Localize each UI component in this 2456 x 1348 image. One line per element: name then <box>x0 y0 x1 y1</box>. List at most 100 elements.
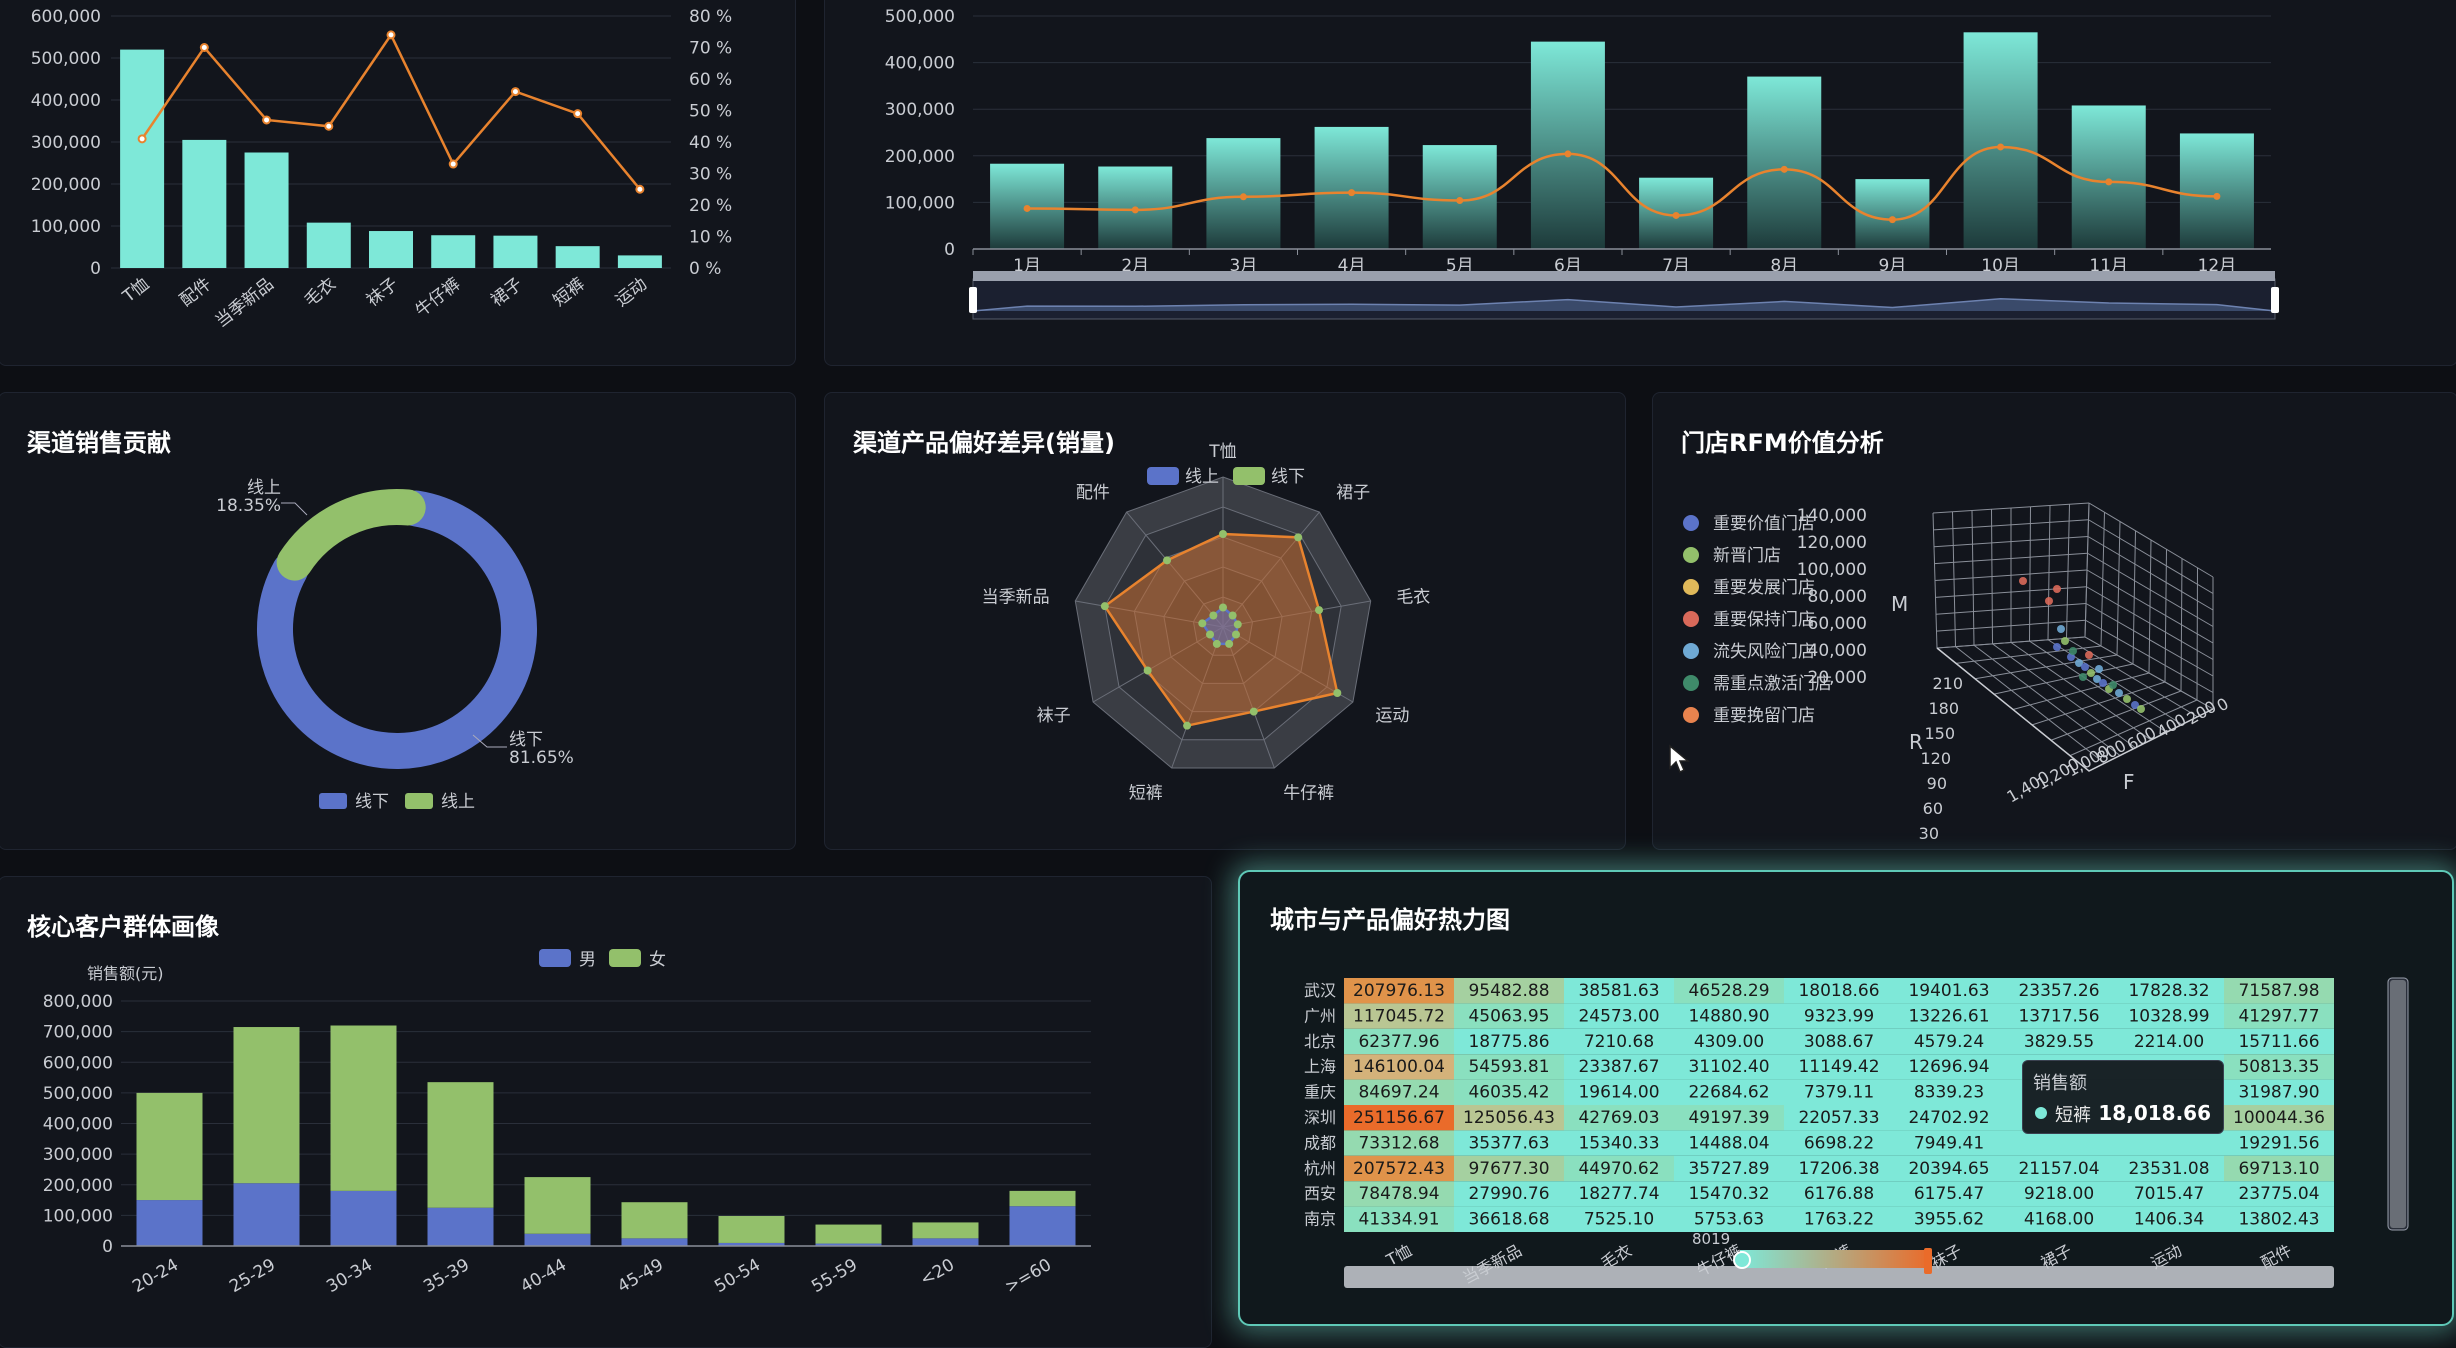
heatmap-cell-value: 18277.74 <box>1578 1184 1659 1204</box>
line-series <box>1027 145 2217 221</box>
heatmap-cell <box>1564 1206 1674 1232</box>
heatmap-cell-value: 3829.55 <box>2024 1032 2094 1052</box>
y-tick-label: 200,000 <box>43 1176 113 1196</box>
x-tick-label: 50-54 <box>711 1255 764 1297</box>
mouse-pointer-icon <box>1669 744 1690 774</box>
grid-line <box>1935 586 2087 598</box>
y-tick-label: 500,000 <box>31 49 101 69</box>
scatter-point <box>2087 669 2095 677</box>
heatmap-cell <box>1784 1003 1894 1029</box>
legend-label: 线下 <box>1271 467 1305 487</box>
panel-title: 渠道销售贡献 <box>27 429 171 457</box>
tooltip-series-name: 短裤 <box>2055 1105 2091 1126</box>
legend-swatch <box>1233 467 1265 485</box>
heatmap-cell <box>2224 1130 2334 1156</box>
legend-label: 流失风险门店 <box>1713 642 1815 662</box>
grid-line <box>2085 619 2214 693</box>
radar-point <box>1100 602 1109 611</box>
x-tick-label: 运动 <box>612 274 651 311</box>
heatmap-cell-value: 23531.08 <box>2128 1159 2209 1179</box>
radar-point <box>1315 606 1324 615</box>
heatmap-cell-value: 22684.62 <box>1688 1083 1769 1103</box>
legend-swatch <box>1683 643 1699 659</box>
donut-slice <box>257 490 537 769</box>
heatmap-cell-value: 8339.23 <box>1914 1083 1984 1103</box>
grid-line <box>2086 586 2214 660</box>
tooltip-value: 18,018.66 <box>2098 1101 2211 1125</box>
grid-line <box>2066 504 2070 639</box>
line-point <box>262 115 272 125</box>
heatmap-panel: 城市与产品偏好热力图 武汉 207976.13 95482.88 38581.63 46… <box>1238 870 2454 1326</box>
y2-tick-label: 60 % <box>689 70 732 90</box>
heatmap-cell-value: 27990.76 <box>1468 1184 1549 1204</box>
y-axis-label: 销售额(元) <box>87 964 164 983</box>
heatmap-cell-value: 41334.91 <box>1358 1210 1439 1230</box>
heatmap-cell <box>1784 1206 1894 1232</box>
heatmap-cell-value: 97677.30 <box>1468 1159 1549 1179</box>
radar-point <box>1231 630 1240 639</box>
legend-label: 新晋门店 <box>1713 546 1781 566</box>
visualmap-handle-right <box>1924 1248 1932 1274</box>
f-axis-label: F <box>2123 770 2135 794</box>
y-tick-label: 0 <box>944 240 955 260</box>
y-tick-label: 0 <box>102 1237 113 1257</box>
grid-line <box>2069 699 2198 757</box>
grid-line <box>2086 569 2214 644</box>
radar-indicator-label: 短裤 <box>1129 783 1163 803</box>
pareto-panel: 600,000 500,000 400,000 300,000 200,000 100,0… <box>0 0 796 366</box>
heatmap-cell-value: 9218.00 <box>2024 1184 2094 1204</box>
heatmap-cell <box>2224 1105 2334 1131</box>
heatmap-cell <box>1564 1181 1674 1207</box>
heatmap-cell <box>1344 1206 1454 1232</box>
radar-point <box>1294 533 1303 542</box>
y-tick-label: 800,000 <box>43 992 113 1012</box>
heatmap-cell-value: 14488.04 <box>1688 1133 1769 1153</box>
heatmap-cell <box>1674 1105 1784 1131</box>
x-tick-label: 25-29 <box>226 1255 279 1297</box>
heatmap-cell <box>1454 1003 1564 1029</box>
heatmap-cell <box>1674 1054 1784 1080</box>
heatmap-cell <box>2004 1206 2114 1232</box>
legend-label: 重要价值门店 <box>1713 514 1815 534</box>
y2-tick-label: 40 % <box>689 133 732 153</box>
heatmap-cell <box>2004 1155 2114 1182</box>
bar <box>306 222 351 268</box>
heatmap-cell <box>1564 1105 1674 1131</box>
bar-male <box>330 1190 397 1246</box>
x-tick-label: 牛仔裤 <box>412 274 465 321</box>
heatmap-cell-value: 15470.32 <box>1688 1184 1769 1204</box>
heatmap-cell <box>2114 1155 2224 1182</box>
heatmap-cell-value: 6698.22 <box>1804 1133 1874 1153</box>
legend-swatch <box>319 793 347 809</box>
heatmap-cell <box>1894 1054 2004 1080</box>
heatmap-row-label: 武汉 <box>1304 981 1336 1000</box>
heatmap-col-label: T恤 <box>1382 1241 1415 1270</box>
legend-label: 女 <box>649 950 666 970</box>
radar-point <box>1219 530 1227 538</box>
heatmap-cell <box>1454 1206 1564 1232</box>
r-axis-tick: 90 <box>1927 774 1947 793</box>
x-tick-label: <20 <box>917 1255 958 1290</box>
heatmap-cell-value: 22057.33 <box>1798 1108 1879 1128</box>
vertical-scrollbar-thumb <box>2390 980 2406 1228</box>
y-tick-label: 200,000 <box>31 175 101 195</box>
tooltip-title: 销售额 <box>2033 1073 2087 1094</box>
heatmap-cell-value: 69713.10 <box>2238 1159 2319 1179</box>
legend-label: 线上 <box>441 792 475 812</box>
visualmap-value: 8019 <box>1692 1230 1730 1248</box>
heatmap-cell-value: 19401.63 <box>1908 981 1989 1001</box>
heatmap-chart: 武汉 207976.13 95482.88 38581.63 46528.29 18018… <box>1304 977 2409 1288</box>
bar-female <box>524 1177 591 1234</box>
legend-swatch <box>1147 467 1179 485</box>
heatmap-cell <box>1564 978 1674 1004</box>
legend-label: 重要挽留门店 <box>1713 706 1815 726</box>
x-tick-label: 当季新品 <box>212 274 278 332</box>
r-axis-tick: 150 <box>1924 724 1955 743</box>
legend-label: 线下 <box>355 792 389 812</box>
radar-indicator-label: 袜子 <box>1037 706 1071 726</box>
customers-panel: 核心客户群体画像 销售额(元) 800,000 700,000 600,000 500,… <box>0 876 1212 1348</box>
heatmap-cell <box>2004 1130 2114 1156</box>
bar <box>1747 76 1822 249</box>
heatmap-cell <box>1674 1206 1784 1232</box>
heatmap-cell-value: 12696.94 <box>1908 1057 1989 1077</box>
